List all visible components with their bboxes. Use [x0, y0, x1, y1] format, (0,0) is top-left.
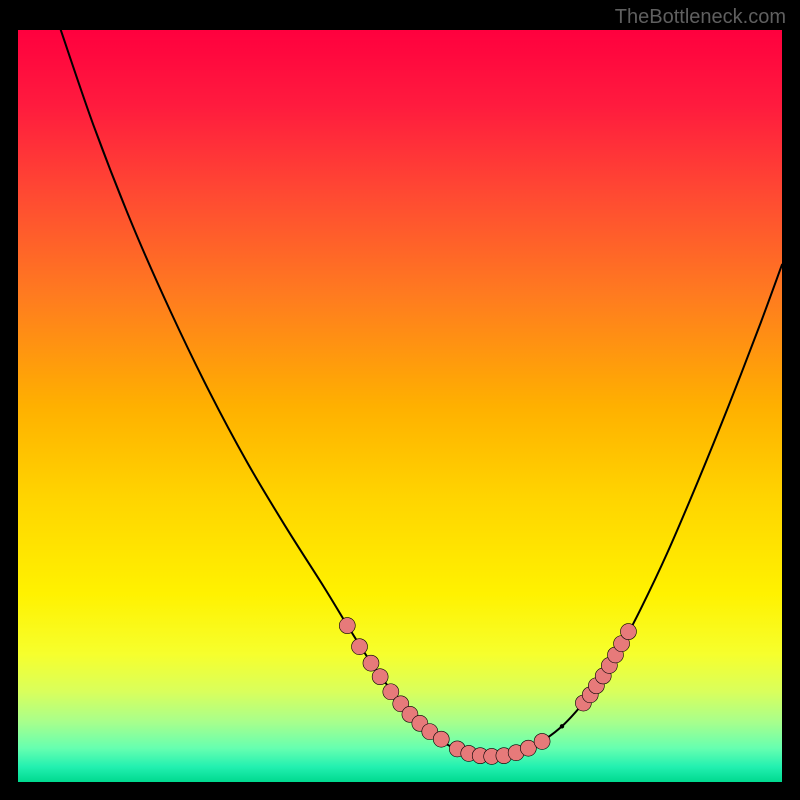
curve-marker [372, 669, 388, 685]
curve-marker [363, 655, 379, 671]
gradient-background [18, 30, 782, 782]
curve-marker [339, 618, 355, 634]
curve-marker [620, 624, 636, 640]
curve-marker [352, 639, 368, 655]
chart-container [18, 30, 782, 782]
curve-marker [433, 731, 449, 747]
attribution-text: TheBottleneck.com [615, 6, 786, 29]
small-dot-marker [560, 724, 564, 728]
bottleneck-curve-chart [18, 30, 782, 782]
curve-marker [534, 733, 550, 749]
